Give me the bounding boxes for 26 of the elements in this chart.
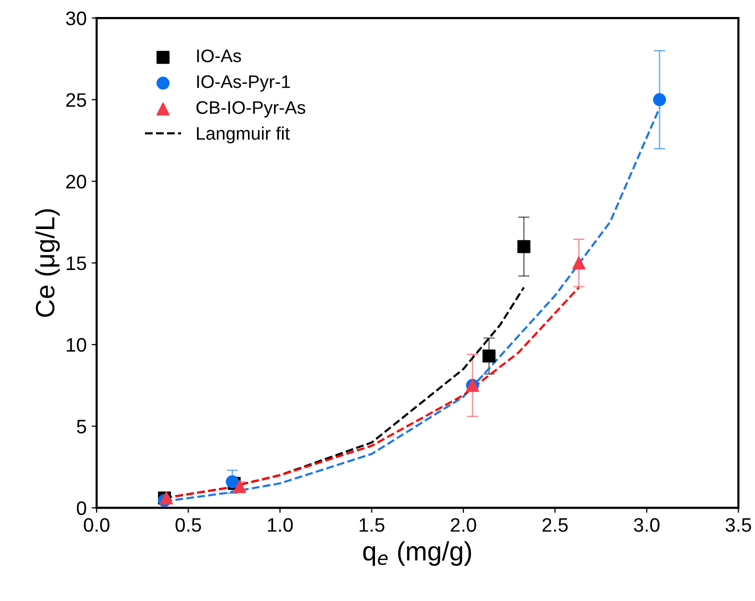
x-tick-label: 1.0 — [268, 518, 293, 532]
y-tick-label: 30 — [66, 12, 86, 26]
legend-label: IO-As — [197, 49, 242, 62]
x-tick-label: 1.5 — [360, 518, 384, 532]
x-tick-label: 3.0 — [634, 518, 660, 532]
legend-label: Langmuir fit — [197, 126, 290, 144]
y-tick-label: 25 — [66, 93, 86, 107]
point — [653, 93, 666, 106]
y-tick-label: 0 — [76, 501, 86, 516]
y-axis-title: Ce (μg/L) — [35, 209, 60, 317]
legend-label: IO-As-Pyr-1 — [197, 75, 290, 92]
x-tick-label: 0.0 — [84, 518, 110, 532]
legend-label: CB-IO-Pyr-As — [196, 101, 306, 118]
point — [233, 480, 246, 494]
x-tick-label: 0.5 — [176, 518, 202, 532]
point — [517, 240, 530, 254]
x-axis-title: q$_{e}$ (mg/g) — [363, 541, 472, 566]
y-tick-label: 20 — [66, 174, 86, 189]
y-tick-label: 15 — [66, 256, 86, 270]
point — [482, 350, 496, 363]
y-tick-label: 10 — [66, 338, 86, 352]
x-tick-label: 2.5 — [542, 518, 568, 532]
point — [572, 256, 586, 270]
x-tick-label: 2.0 — [450, 518, 476, 532]
x-tick-label: 3.5 — [726, 518, 752, 532]
y-tick-label: 5 — [76, 420, 86, 434]
